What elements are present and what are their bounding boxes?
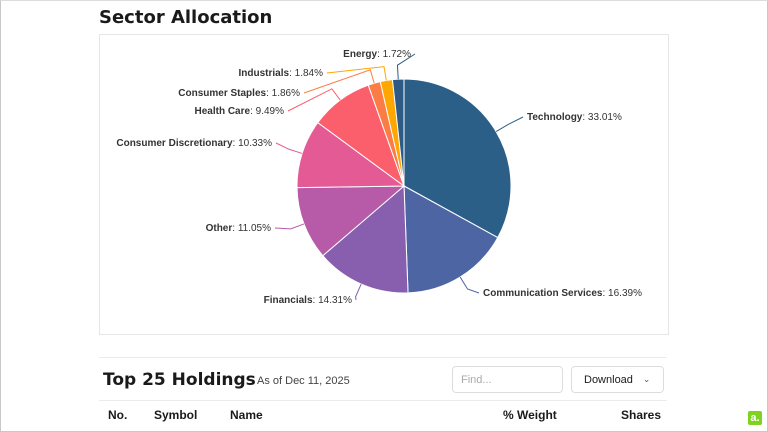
- download-label: Download: [584, 373, 633, 386]
- column-header-shares[interactable]: Shares: [621, 408, 662, 422]
- slice-label: Consumer Staples: 1.86%: [178, 88, 300, 99]
- leader-line: [459, 276, 480, 294]
- slice-label-name: Financials: [264, 295, 313, 306]
- leader-line: [275, 142, 303, 154]
- slice-label-value: : 10.33%: [233, 138, 273, 149]
- divider: [99, 400, 667, 401]
- leader-line: [303, 69, 375, 94]
- slice-label-name: Energy: [343, 49, 377, 60]
- leader-line: [495, 116, 524, 132]
- pie-slice-communication-services[interactable]: [403, 185, 499, 294]
- brand-badge: a.: [748, 411, 762, 425]
- slice-label: Health Care: 9.49%: [195, 106, 285, 117]
- leader-line: [287, 88, 341, 112]
- slice-label-name: Health Care: [195, 106, 251, 117]
- column-header-symbol[interactable]: Symbol: [154, 408, 198, 422]
- slice-label-value: : 33.01%: [582, 112, 622, 123]
- slice-label: Financials: 14.31%: [264, 295, 352, 306]
- holdings-search-input[interactable]: [452, 366, 563, 393]
- slice-label-name: Communication Services: [483, 288, 603, 299]
- divider: [99, 357, 667, 358]
- slice-label-name: Industrials: [239, 68, 290, 79]
- slice-label: Industrials: 1.84%: [239, 68, 324, 79]
- pie-slice-technology[interactable]: [403, 78, 512, 239]
- leader-line: [396, 53, 416, 80]
- holdings-title: Top 25 Holdings: [103, 370, 256, 390]
- column-header-weight[interactable]: % Weight: [503, 408, 557, 422]
- slice-label-name: Consumer Staples: [178, 88, 266, 99]
- slice-label: Other: 11.05%: [206, 223, 272, 234]
- sector-pie-chart-container: [99, 34, 669, 335]
- leader-line: [355, 283, 362, 301]
- slice-label-value: : 1.84%: [289, 68, 323, 79]
- column-header-no[interactable]: No.: [108, 408, 128, 422]
- column-header-name[interactable]: Name: [230, 408, 263, 422]
- holdings-as-of-date: As of Dec 11, 2025: [257, 375, 350, 387]
- leader-line: [326, 66, 387, 81]
- slice-label: Technology: 33.01%: [527, 112, 622, 123]
- slice-label: Consumer Discretionary: 10.33%: [116, 138, 272, 149]
- slice-label-name: Technology: [527, 112, 583, 123]
- slice-label-value: : 11.05%: [232, 223, 271, 234]
- slice-label: Communication Services: 16.39%: [483, 288, 642, 299]
- download-button[interactable]: Download ⌄: [571, 366, 664, 393]
- chevron-down-icon: ⌄: [642, 374, 651, 384]
- slice-label-value: : 9.49%: [250, 106, 284, 117]
- sector-allocation-title: Sector Allocation: [99, 7, 273, 28]
- slice-label-name: Consumer Discretionary: [116, 138, 233, 149]
- slice-label-value: : 1.72%: [377, 49, 411, 60]
- leader-line: [274, 223, 305, 230]
- slice-label-value: : 14.31%: [313, 295, 353, 306]
- slice-label-value: : 1.86%: [266, 88, 300, 99]
- slice-label-name: Other: [206, 223, 233, 234]
- pie-slice-consumer-discretionary[interactable]: [296, 121, 406, 189]
- pie-slice-other[interactable]: [296, 185, 406, 257]
- slice-label: Energy: 1.72%: [343, 49, 411, 60]
- slice-label-value: : 16.39%: [602, 288, 642, 299]
